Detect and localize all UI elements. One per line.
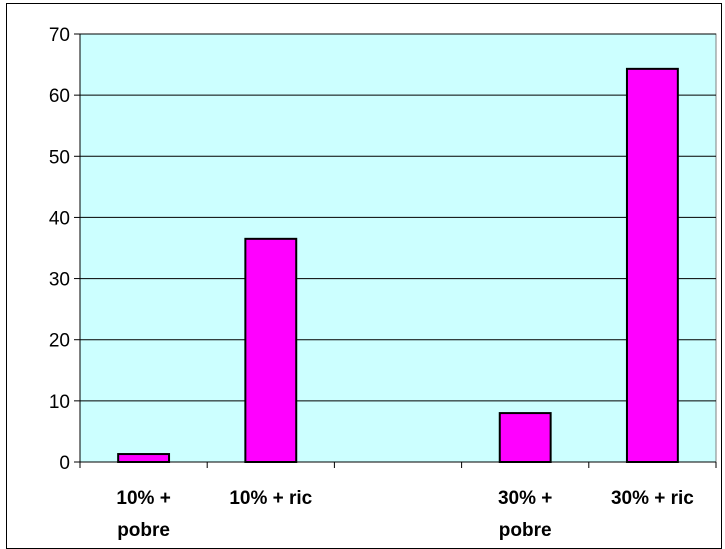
x-tick-label: 30% + pobre (498, 488, 552, 541)
x-tick-label-line: 10% + ric (229, 488, 312, 509)
bar (117, 453, 171, 463)
x-tick-label-line: pobre (117, 520, 170, 541)
y-tick-label: 30 (49, 270, 70, 291)
bar (498, 412, 552, 464)
gridlines (80, 33, 716, 402)
y-tick-label: 10 (49, 392, 70, 413)
x-tick-label-line: 10% + (116, 488, 170, 509)
y-tick-label: 20 (49, 331, 70, 352)
x-tick-label: 10% + pobre (116, 488, 170, 541)
x-tick-label: 30% + ric (611, 488, 694, 509)
bar (244, 237, 298, 463)
y-tick-label: 40 (49, 208, 70, 229)
x-axis-ticks: 10% + pobre 10% + ric 30% + pobre 30% + ric (79, 462, 717, 541)
y-axis-ticks: 0 10 20 30 40 50 60 70 (49, 25, 80, 474)
axes (74, 34, 716, 463)
bars (117, 67, 679, 464)
y-tick-label: 0 (59, 453, 70, 474)
x-tick-label-line: 30% + ric (611, 488, 694, 509)
y-tick-label: 50 (49, 147, 70, 168)
x-tick-label: 10% + ric (229, 488, 312, 509)
y-tick-label: 70 (49, 25, 70, 46)
bar (625, 67, 679, 463)
x-tick-label-line: 30% + (498, 488, 552, 509)
plot-area (79, 33, 717, 463)
y-tick-label: 60 (49, 86, 70, 107)
x-tick-label-line: pobre (499, 520, 552, 541)
